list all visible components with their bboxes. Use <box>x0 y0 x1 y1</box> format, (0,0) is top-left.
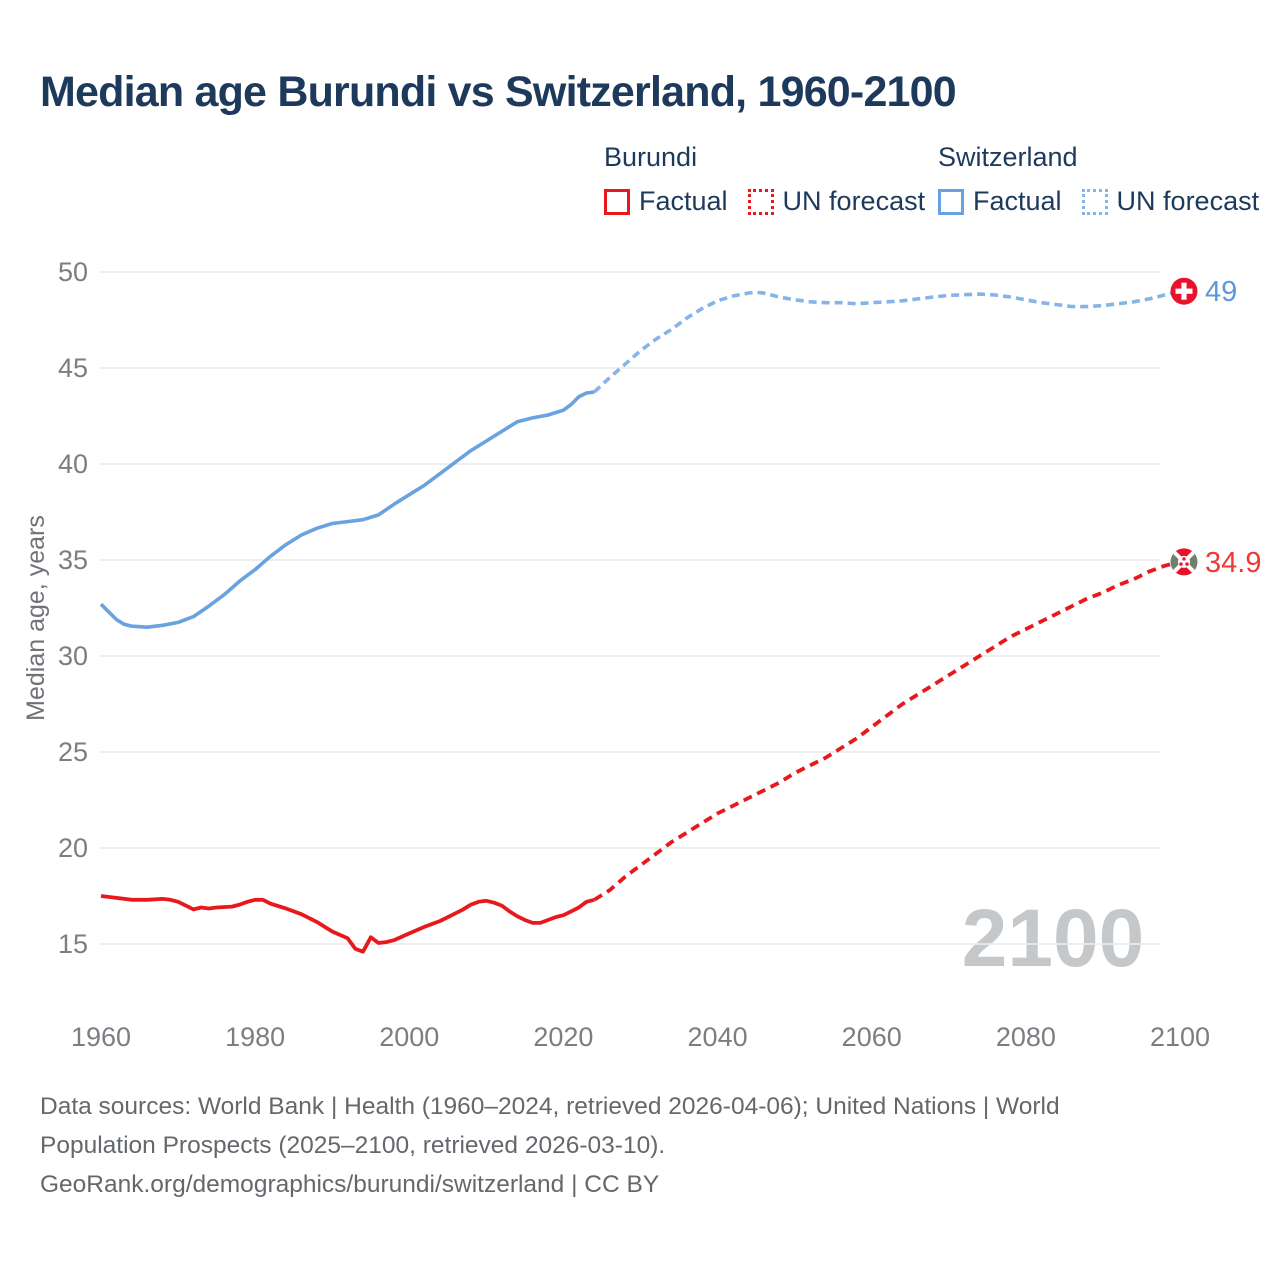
legend-group-switzerland: Switzerland Factual UN forecast <box>938 142 1259 217</box>
series-switzerland-factual <box>99 390 595 629</box>
legend-label-burundi-factual: Factual <box>639 186 728 216</box>
end-label-burundi: 34.9 <box>1205 547 1261 579</box>
legend-header-burundi: Burundi <box>604 142 698 172</box>
y-tick-label: 15 <box>58 929 88 959</box>
legend-item-switzerland-factual: Factual <box>938 186 1062 217</box>
x-tick-label: 2000 <box>379 1022 439 1052</box>
legend-swatch-switzerland-factual <box>938 188 964 215</box>
y-tick-label: 25 <box>58 737 88 767</box>
legend-label-switzerland-factual: Factual <box>973 186 1062 216</box>
switzerland-flag-icon: 49 <box>1170 276 1237 308</box>
y-tick-label: 35 <box>58 545 88 575</box>
end-label-switzerland: 49 <box>1205 276 1237 308</box>
legend-header-switzerland: Switzerland <box>938 142 1078 172</box>
end-marker-layer: 49 34.9 <box>1170 276 1261 579</box>
y-tick-label: 20 <box>58 833 88 863</box>
x-tick-label: 1960 <box>71 1022 131 1052</box>
y-tick-label: 45 <box>58 353 88 383</box>
watermark-year: 2100 <box>962 893 1144 984</box>
footer-credit-url: GeoRank.org/demographics/burundi/switzer… <box>40 1171 660 1198</box>
x-tick-label: 2100 <box>1150 1022 1210 1052</box>
legend-swatch-burundi-factual <box>604 188 630 215</box>
x-tick-label: 2020 <box>533 1022 593 1052</box>
legend-group-burundi: Burundi Factual UN forecast <box>604 142 925 217</box>
series-burundi-factual <box>100 894 595 954</box>
footer-data-sources-line1: Data sources: World Bank | Health (1960–… <box>40 1093 1060 1120</box>
series-switzerland-forecast <box>593 289 1181 394</box>
y-tick-label: 50 <box>58 257 88 287</box>
tick-layer: 15 20 25 30 35 40 45 50 1960 1980 2000 2020 2040 2060… <box>58 257 1210 1052</box>
x-tick-label: 2080 <box>996 1022 1056 1052</box>
y-tick-label: 40 <box>58 449 88 479</box>
x-tick-label: 2040 <box>688 1022 748 1052</box>
legend-row-burundi: Factual UN forecast <box>604 186 925 217</box>
legend-label-burundi-forecast: UN forecast <box>782 186 926 216</box>
gridlines <box>100 271 1160 945</box>
y-tick-label: 30 <box>58 641 88 671</box>
series-burundi-forecast <box>593 560 1181 902</box>
chart-title: Median age Burundi vs Switzerland, 1960-… <box>40 68 957 116</box>
legend-label-switzerland-forecast: UN forecast <box>1116 186 1260 216</box>
x-tick-label: 2060 <box>842 1022 902 1052</box>
legend-item-switzerland-forecast: UN forecast <box>1081 186 1260 217</box>
legend-item-burundi-forecast: UN forecast <box>747 186 926 217</box>
legend-item-burundi-factual: Factual <box>604 186 728 217</box>
series-layer <box>99 289 1181 954</box>
x-tick-label: 1980 <box>225 1022 285 1052</box>
legend-swatch-burundi-forecast <box>747 188 774 215</box>
legend-row-switzerland: Factual UN forecast <box>938 186 1259 217</box>
y-axis-title: Median age, years <box>22 515 50 721</box>
footer-data-sources-line2: Population Prospects (2025–2100, retriev… <box>40 1132 666 1159</box>
burundi-flag-icon: 34.9 <box>1170 547 1261 579</box>
legend-swatch-switzerland-forecast <box>1081 188 1108 215</box>
footer: Data sources: World Bank | Health (1960–… <box>40 1087 1060 1204</box>
